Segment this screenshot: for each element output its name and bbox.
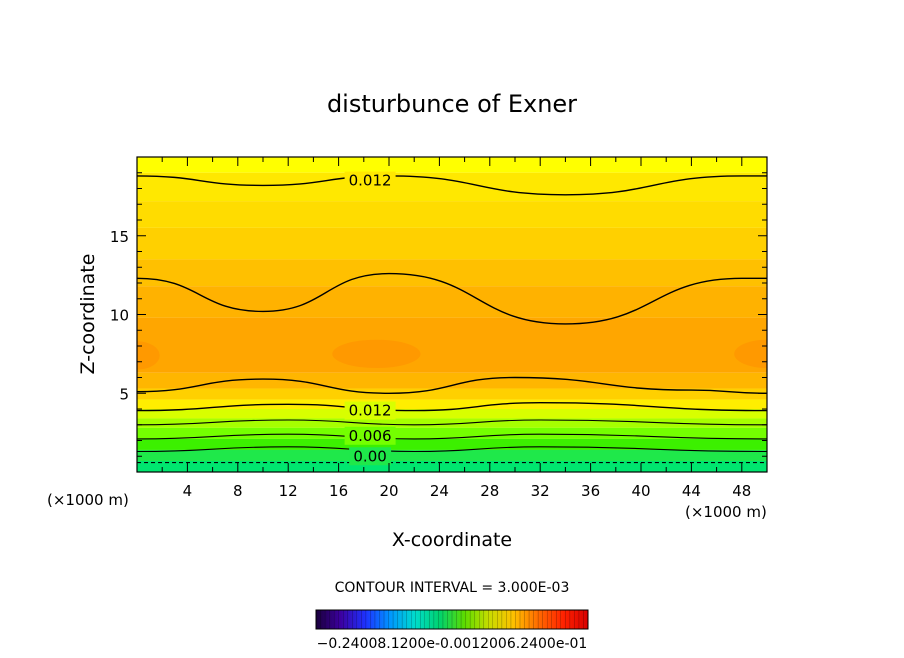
- chart-title: disturbunce of Exner: [327, 90, 577, 118]
- y-axis-title: Z-coordinate: [77, 254, 99, 375]
- y-unit-label: (×1000 m): [47, 491, 129, 509]
- fill-band: [137, 388, 767, 400]
- x-tick-label: 24: [430, 482, 449, 500]
- fill-band: [137, 399, 767, 409]
- fill-band: [137, 409, 767, 419]
- x-tick-label: 44: [682, 482, 701, 500]
- x-tick-label: 16: [329, 482, 348, 500]
- contour-line: [137, 376, 767, 395]
- contour-line: [137, 419, 767, 426]
- x-tick-label: 32: [531, 482, 550, 500]
- x-tick-label: 8: [233, 482, 243, 500]
- fill-band: [137, 172, 767, 202]
- y-tick-label: 10: [110, 307, 129, 325]
- contour-label: 0.00: [353, 447, 386, 465]
- fill-bands: [137, 157, 767, 472]
- y-tick-label: 5: [119, 385, 129, 403]
- contour-label-bg: [344, 401, 396, 420]
- x-tick-label: 48: [732, 482, 751, 500]
- x-tick-label: 12: [279, 482, 298, 500]
- x-axis-title: X-coordinate: [392, 529, 512, 551]
- fill-band: [137, 286, 767, 318]
- contour-label-bg: [344, 171, 396, 190]
- x-tick-label: 40: [631, 482, 650, 500]
- contour-interval-text: CONTOUR INTERVAL = 3.000E-03: [335, 580, 570, 596]
- fill-band: [137, 438, 767, 450]
- contour-label-bg: [344, 426, 396, 445]
- fill-band: [137, 460, 767, 472]
- fill-band: [137, 201, 767, 228]
- x-tick-label: 28: [480, 482, 499, 500]
- contour-lines: [137, 175, 767, 464]
- warm-spot: [734, 339, 767, 369]
- colorbar-labels: −0.24008.1200e-0.0012006.2400e-01: [317, 636, 588, 652]
- fill-band: [137, 227, 767, 260]
- x-unit-label: (×1000 m): [685, 503, 767, 521]
- contour-line: [137, 401, 767, 412]
- contour-label: 0.012: [349, 402, 392, 420]
- warm-spot: [137, 341, 160, 370]
- fill-band: [137, 317, 767, 373]
- fill-band: [137, 427, 767, 439]
- contour-label: 0.006: [349, 427, 392, 445]
- fill-band: [137, 259, 767, 287]
- contour-line: [137, 272, 767, 325]
- contour-label: 0.012: [349, 172, 392, 190]
- fill-band: [137, 449, 767, 461]
- contour-line: [137, 446, 767, 453]
- contour-label-bg: [349, 447, 392, 466]
- x-tick-label: 4: [183, 482, 193, 500]
- fill-band: [137, 418, 767, 428]
- x-tick-label: 20: [379, 482, 398, 500]
- contour-line: [137, 175, 767, 196]
- fill-band: [137, 157, 767, 173]
- warm-spots: [137, 339, 767, 370]
- warm-spot: [332, 339, 421, 369]
- x-tick-label: 36: [581, 482, 600, 500]
- y-tick-label: 15: [110, 228, 129, 246]
- contour-line: [137, 433, 767, 440]
